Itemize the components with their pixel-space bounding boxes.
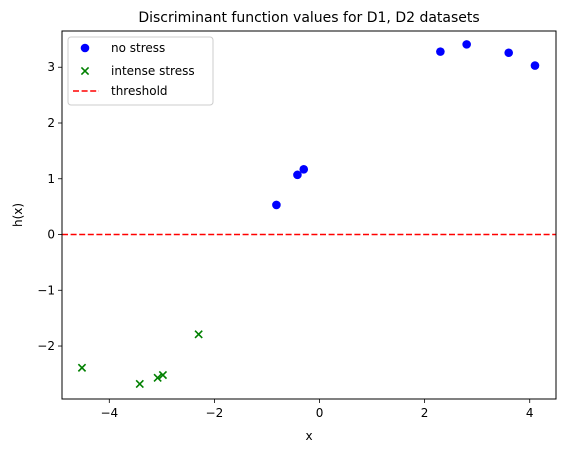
legend-intense-stress-marker xyxy=(80,66,90,76)
no-stress-point xyxy=(530,61,540,70)
plot-frame xyxy=(61,30,557,400)
y-axis-label: h(x) xyxy=(11,203,25,227)
legend-intense-stress-label: intense stress xyxy=(111,64,195,78)
intense-stress-point xyxy=(158,370,168,380)
y-tick-label: 3 xyxy=(47,60,55,74)
axis-ticks: −4 −2 0 2 4 −2 −1 0 1 2 3 xyxy=(37,60,533,420)
no-stress-point xyxy=(272,200,281,210)
no-stress-point xyxy=(293,170,302,180)
x-tick-label: 0 xyxy=(316,406,324,420)
y-tick-label: −1 xyxy=(37,283,55,297)
x-axis-label: x xyxy=(305,429,312,443)
x-tick-label: 4 xyxy=(526,406,534,420)
chart-title: Discriminant function values for D1, D2 … xyxy=(138,10,479,26)
x-tick-label: 2 xyxy=(421,406,429,420)
x-tick-label: −4 xyxy=(100,406,118,420)
plot-area xyxy=(62,40,556,389)
intense-stress-point xyxy=(77,363,87,372)
legend-box xyxy=(67,36,214,106)
legend-no-stress-marker xyxy=(80,43,90,53)
x-tick-label: −2 xyxy=(206,406,224,420)
no-stress-point xyxy=(504,48,514,58)
no-stress-point xyxy=(299,164,309,174)
no-stress-point xyxy=(462,40,471,49)
legend-no-stress-label: no stress xyxy=(111,41,165,55)
legend: no stress intense stress threshold xyxy=(67,36,214,106)
no-stress-point xyxy=(436,47,445,56)
intense-stress-point xyxy=(153,373,162,382)
legend-threshold-label: threshold xyxy=(111,84,168,98)
y-tick-label: 2 xyxy=(47,116,55,130)
y-tick-label: 0 xyxy=(47,228,55,242)
y-tick-label: −2 xyxy=(37,339,55,353)
intense-stress-point xyxy=(135,379,144,389)
intense-stress-point xyxy=(194,330,203,339)
y-tick-label: 1 xyxy=(47,172,55,186)
